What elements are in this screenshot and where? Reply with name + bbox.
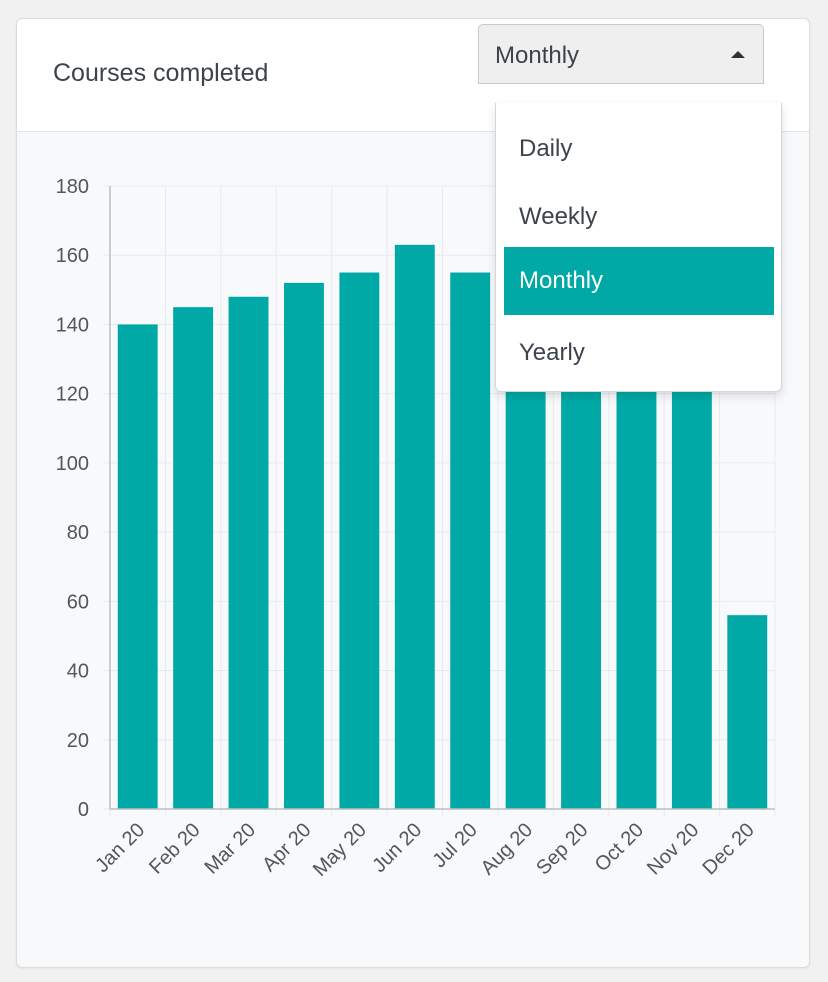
y-tick-label: 80 [67, 522, 89, 544]
bar-may-20 [339, 272, 380, 809]
x-tick-label: Mar 20 [201, 819, 261, 879]
bar-jul-20 [450, 272, 491, 809]
bar-mar-20 [228, 296, 269, 809]
x-tick-label: Oct 20 [591, 819, 648, 876]
caret-up-icon [731, 51, 745, 58]
x-tick-label: Apr 20 [258, 819, 315, 876]
y-tick-label: 160 [56, 245, 89, 267]
x-tick-label: May 20 [309, 819, 371, 881]
y-tick-label: 180 [56, 176, 89, 198]
x-tick-label: Aug 20 [477, 819, 537, 879]
x-tick-label: Nov 20 [643, 819, 703, 879]
bar-dec-20 [727, 615, 768, 809]
bar-apr-20 [284, 282, 324, 809]
card-title: Courses completed [53, 59, 269, 87]
period-select-value: Monthly [495, 42, 580, 69]
y-tick-label: 140 [56, 314, 89, 336]
option-monthly[interactable]: Monthly [504, 247, 774, 315]
y-tick-label: 60 [67, 591, 89, 613]
bar-jan-20 [117, 324, 158, 809]
y-tick-label: 100 [56, 453, 89, 475]
period-select[interactable]: Monthly [478, 24, 764, 84]
x-tick-label: Jan 20 [91, 819, 149, 877]
x-tick-label: Sep 20 [532, 819, 592, 879]
y-tick-label: 120 [56, 384, 89, 406]
y-tick-label: 20 [67, 730, 89, 752]
period-dropdown: Daily Weekly Monthly Yearly [495, 103, 782, 392]
bar-jun-20 [394, 244, 435, 810]
bar-feb-20 [173, 307, 214, 809]
x-tick-label: Dec 20 [698, 819, 758, 879]
option-daily[interactable]: Daily [519, 135, 573, 162]
x-tick-label: Feb 20 [145, 819, 205, 879]
x-tick-label: Jul 20 [428, 819, 481, 872]
y-tick-label: 40 [67, 661, 89, 683]
x-tick-label: Jun 20 [368, 819, 426, 877]
option-yearly[interactable]: Yearly [519, 339, 585, 366]
y-tick-label: 0 [78, 799, 89, 821]
option-weekly[interactable]: Weekly [519, 203, 598, 230]
